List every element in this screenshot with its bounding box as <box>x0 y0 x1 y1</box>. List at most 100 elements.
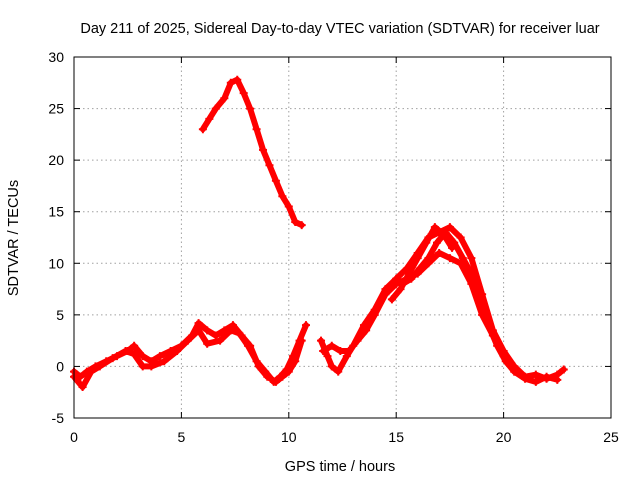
data-point <box>475 295 484 304</box>
grid-lines <box>74 57 611 418</box>
data-point <box>205 114 214 123</box>
data-point <box>259 145 268 154</box>
data-point <box>233 75 242 84</box>
data-point <box>542 372 551 381</box>
data-point <box>121 346 130 355</box>
data-point <box>276 372 285 381</box>
data-point <box>510 367 519 376</box>
series-line <box>320 250 561 385</box>
x-tick-label: 5 <box>178 429 186 445</box>
y-tick-label: 10 <box>48 255 64 271</box>
y-tick-label: -5 <box>52 410 65 426</box>
data-point <box>95 362 104 371</box>
series-line <box>388 224 455 303</box>
axis-ticks: 0 5 10 15 20 25 -5 0 5 10 15 20 25 30 <box>48 49 619 445</box>
x-tick-label: 0 <box>70 429 78 445</box>
data-point <box>271 176 280 185</box>
y-tick-label: 15 <box>48 204 64 220</box>
y-tick-label: 25 <box>48 101 64 117</box>
data-point <box>284 202 293 211</box>
data-point <box>226 326 235 335</box>
data-point <box>194 319 203 328</box>
data-point <box>155 352 164 361</box>
data-point <box>130 350 139 359</box>
data-point <box>319 346 328 355</box>
y-tick-label: 5 <box>56 307 64 323</box>
data-point <box>493 341 502 350</box>
data-point <box>422 238 431 247</box>
data-point <box>261 367 270 376</box>
y-tick-label: 0 <box>56 358 64 374</box>
x-tick-label: 10 <box>281 429 297 445</box>
data-point <box>553 375 562 384</box>
series-line <box>71 322 309 391</box>
data-point <box>301 321 310 330</box>
data-point <box>138 362 147 371</box>
data-point <box>246 104 255 113</box>
data-point <box>430 223 439 232</box>
data-point <box>226 78 235 87</box>
data-point <box>78 383 87 392</box>
data-series <box>70 75 568 392</box>
data-point <box>559 365 568 374</box>
data-point <box>194 326 203 335</box>
data-point <box>278 192 287 201</box>
data-point <box>433 238 442 247</box>
data-point <box>252 357 261 366</box>
plot-frame <box>73 56 612 419</box>
series-arc-d <box>317 223 568 383</box>
data-point <box>173 346 182 355</box>
data-point <box>211 104 220 113</box>
data-point <box>327 341 336 350</box>
data-point <box>295 336 304 345</box>
chart-title: Day 211 of 2025, Sidereal Day-to-day VTE… <box>80 21 599 37</box>
data-point <box>291 218 300 227</box>
data-point <box>138 352 147 361</box>
data-point <box>216 336 225 345</box>
series-line <box>318 224 567 382</box>
data-point <box>317 336 326 345</box>
data-point <box>269 377 278 386</box>
data-point <box>160 357 169 366</box>
series-arc-g <box>387 223 457 304</box>
data-point <box>387 295 396 304</box>
data-point <box>252 125 261 134</box>
x-tick-label: 20 <box>496 429 512 445</box>
data-point <box>396 285 405 294</box>
data-point <box>235 329 244 338</box>
data-point <box>203 326 212 335</box>
x-axis-label: GPS time / hours <box>285 459 395 475</box>
data-point <box>531 377 540 386</box>
series-arc-b <box>70 321 310 392</box>
data-point <box>265 161 274 170</box>
data-point <box>87 367 96 376</box>
data-point <box>381 290 390 299</box>
y-tick-label: 30 <box>48 49 64 65</box>
x-tick-label: 25 <box>603 429 619 445</box>
data-point <box>405 269 414 278</box>
data-point <box>370 310 379 319</box>
data-point <box>456 233 465 242</box>
data-point <box>198 125 207 134</box>
data-point <box>228 321 237 330</box>
data-point <box>130 341 139 350</box>
data-point <box>334 367 343 376</box>
data-point <box>239 89 248 98</box>
data-point <box>521 374 530 383</box>
data-point <box>327 362 336 371</box>
series-arc-c <box>198 75 306 230</box>
data-point <box>501 357 510 366</box>
data-point <box>435 248 444 257</box>
data-point <box>413 254 422 263</box>
series-line <box>199 76 305 229</box>
data-point <box>203 339 212 348</box>
data-point <box>147 362 156 371</box>
y-axis-label: SDTVAR / TECUs <box>6 180 22 296</box>
data-point <box>448 243 457 252</box>
data-point <box>183 336 192 345</box>
data-point <box>353 336 362 345</box>
data-point <box>243 341 252 350</box>
data-point <box>445 254 454 263</box>
data-point <box>531 370 540 379</box>
data-point <box>467 254 476 263</box>
